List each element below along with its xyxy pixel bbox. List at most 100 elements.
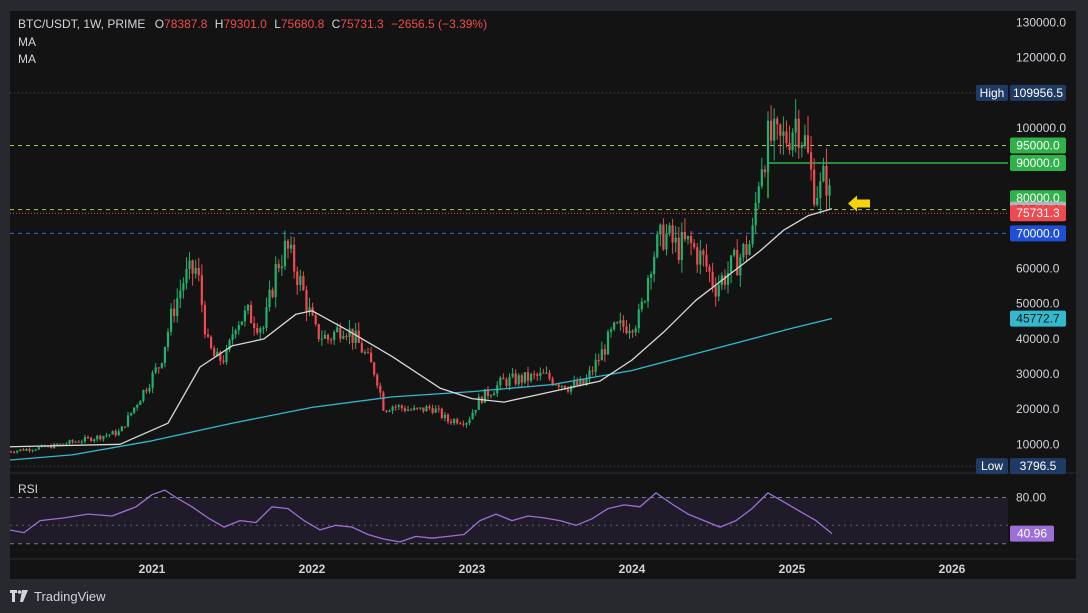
tradingview-logo-icon: [10, 590, 28, 602]
indicator-ma-short[interactable]: MA: [18, 35, 36, 49]
level-tag-70000-text: 70000.0: [1016, 226, 1060, 240]
candle-body: [825, 166, 827, 196]
candle-body: [238, 325, 240, 330]
price-tick-label: 20000.0: [1016, 402, 1060, 416]
candle-body: [392, 407, 394, 411]
candle-body: [607, 332, 609, 355]
candle-body: [72, 440, 74, 442]
candle-body: [364, 352, 366, 353]
candle-body: [75, 442, 77, 443]
candle-body: [456, 419, 458, 423]
candle-body: [25, 449, 27, 451]
candle-body: [287, 241, 289, 249]
candle-body: [10, 451, 12, 452]
candle-body: [118, 431, 120, 435]
candle-body: [148, 388, 150, 392]
level-line-90000: [768, 163, 1008, 198]
candle-body: [715, 286, 717, 296]
candle-body: [459, 423, 461, 424]
candle-body: [736, 250, 738, 275]
candle-body: [367, 352, 369, 353]
candle-body: [548, 373, 550, 379]
candle-body: [533, 374, 535, 375]
candle-body: [613, 322, 615, 329]
candle-body: [210, 337, 212, 348]
candle-body: [56, 444, 58, 445]
candle-body: [78, 442, 80, 443]
candle-body: [379, 386, 381, 393]
candle-body: [241, 321, 243, 324]
candle-body: [188, 260, 190, 268]
candles[interactable]: [10, 99, 831, 454]
candle-body: [798, 119, 800, 148]
candle-body: [333, 332, 335, 340]
candle-body: [632, 331, 634, 332]
candle-body: [462, 424, 464, 425]
candle-body: [68, 440, 70, 443]
candle-body: [576, 381, 578, 385]
candle-body: [416, 408, 418, 409]
candle-body: [164, 347, 166, 363]
candle-body: [99, 436, 101, 440]
candle-body: [290, 245, 292, 249]
current-price-tag: 75731.3: [1010, 205, 1066, 221]
candle-body: [558, 384, 560, 386]
candle-body: [213, 348, 215, 356]
candle-body: [748, 244, 750, 255]
candle-body: [635, 328, 637, 332]
candle-body: [542, 373, 544, 374]
candle-body: [610, 329, 612, 331]
candle-body: [176, 298, 178, 316]
candle-body: [124, 426, 126, 427]
candle-body: [705, 255, 707, 267]
arrow-pointer-icon: [848, 195, 870, 211]
candle-body: [90, 438, 92, 441]
candle-body: [198, 268, 200, 275]
candle-body: [435, 409, 437, 413]
candle-body: [659, 225, 661, 235]
candle-body: [764, 169, 766, 172]
candle-body: [752, 225, 754, 244]
symbol-header[interactable]: BTC/USDT, 1W, PRIME O78387.8 H79301.0 L7…: [18, 17, 487, 31]
symbol-label: BTC/USDT, 1W, PRIME: [18, 17, 145, 31]
candle-body: [432, 408, 434, 413]
candle-body: [136, 405, 138, 408]
price-chart[interactable]: 130000.0120000.0110000.0100000.090000.08…: [10, 11, 1076, 579]
candle-body: [687, 236, 689, 239]
indicator-ma-long[interactable]: MA: [18, 52, 36, 66]
time-tick-label: 2025: [779, 562, 806, 576]
brand-name: TradingView: [34, 589, 106, 604]
low-label: L: [274, 17, 281, 31]
candle-body: [730, 255, 732, 273]
candle-body: [370, 352, 372, 362]
candle-body: [502, 378, 504, 379]
candle-body: [262, 328, 264, 329]
candle-body: [675, 238, 677, 243]
candle-body: [401, 405, 403, 408]
candle-body: [28, 449, 30, 451]
candle-body: [552, 379, 554, 385]
candle-body: [407, 410, 409, 411]
candle-body: [373, 362, 375, 374]
candle-body: [524, 372, 526, 382]
candle-body: [185, 269, 187, 283]
candle-body: [527, 372, 529, 381]
candle-body: [225, 350, 227, 363]
candle-body: [521, 375, 523, 382]
candle-body: [508, 377, 510, 386]
candle-body: [668, 225, 670, 233]
candle-body: [696, 247, 698, 264]
candle-body: [281, 266, 283, 268]
rsi-tick-label: 80.00: [1016, 491, 1046, 505]
candle-body: [115, 431, 117, 435]
candle-body: [795, 119, 797, 133]
candle-body: [170, 309, 172, 332]
candle-body: [813, 170, 815, 205]
candle-body: [155, 367, 157, 372]
candle-body: [22, 449, 24, 450]
candle-body: [93, 439, 95, 441]
candle-body: [767, 121, 769, 172]
candle-body: [447, 415, 449, 422]
price-tick-label: 10000.0: [1016, 437, 1060, 451]
candle-body: [518, 375, 520, 384]
